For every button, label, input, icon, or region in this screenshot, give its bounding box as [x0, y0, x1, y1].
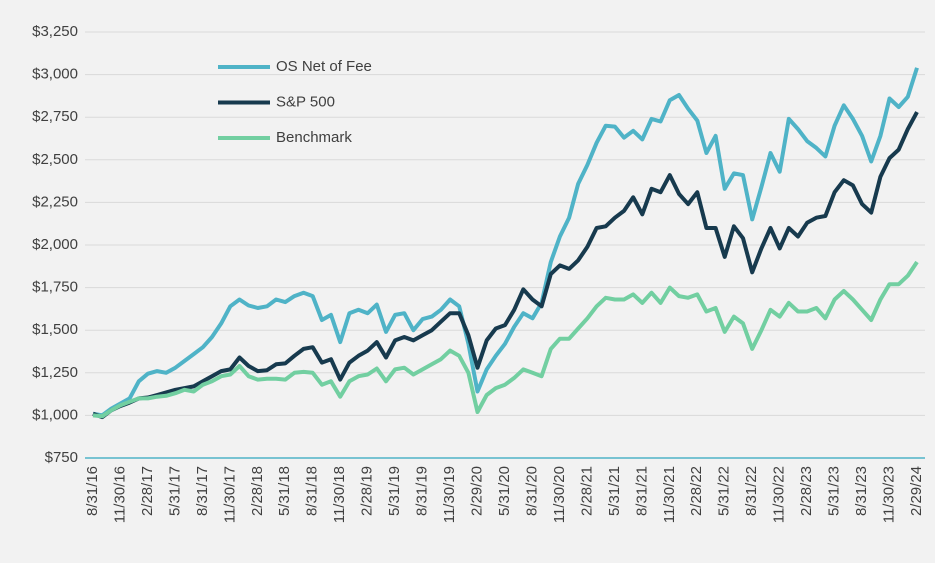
x-tick-label: 8/31/17	[194, 466, 211, 516]
x-tick-label: 2/28/22	[688, 466, 705, 516]
y-tick-label: $1,750	[32, 279, 78, 296]
x-tick-label: 2/29/20	[469, 466, 486, 516]
x-tick-label: 11/30/20	[551, 466, 568, 523]
x-tick-label: 8/31/21	[633, 466, 650, 516]
x-tick-label: 2/28/21	[578, 466, 595, 516]
x-tick-label: 11/30/22	[771, 466, 788, 523]
x-tick-label: 5/31/21	[606, 466, 623, 516]
x-tick-label: 11/30/21	[661, 466, 678, 523]
x-tick-label: 5/31/19	[386, 466, 403, 516]
x-tick-label: 8/31/16	[84, 466, 101, 516]
x-tick-label: 2/28/17	[139, 466, 156, 516]
x-tick-label: 11/30/16	[111, 466, 128, 523]
x-tick-label: 11/30/23	[881, 466, 898, 523]
y-tick-label: $2,500	[32, 151, 78, 168]
x-tick-label: 5/31/18	[276, 466, 293, 516]
series-line	[92, 111, 919, 420]
x-tick-label: 11/30/18	[331, 466, 348, 523]
x-tick-label: 2/28/19	[359, 466, 376, 516]
x-tick-label: 8/31/22	[743, 466, 760, 516]
x-tick-label: 11/30/19	[441, 466, 458, 523]
x-tick-label: 2/29/24	[908, 466, 925, 516]
legend-label: S&P 500	[276, 93, 335, 110]
x-tick-label: 2/28/18	[249, 466, 266, 516]
x-tick-label: 8/31/18	[304, 466, 321, 516]
x-tick-label: 5/31/20	[496, 466, 513, 516]
x-tick-label: 11/30/17	[221, 466, 238, 523]
legend-label: OS Net of Fee	[276, 58, 372, 75]
series-line	[92, 260, 919, 419]
y-tick-label: $2,750	[32, 108, 78, 125]
x-tick-label: 8/31/23	[853, 466, 870, 516]
series-line	[92, 67, 919, 418]
y-tick-label: $2,000	[32, 236, 78, 253]
x-tick-label: 5/31/22	[716, 466, 733, 516]
y-tick-label: $3,000	[32, 66, 78, 83]
y-tick-label: $1,000	[32, 406, 78, 423]
y-tick-label: $1,250	[32, 364, 78, 381]
y-tick-label: $2,250	[32, 193, 78, 210]
y-tick-label: $1,500	[32, 321, 78, 338]
x-tick-label: 5/31/17	[166, 466, 183, 516]
x-tick-label: 8/31/19	[414, 466, 431, 516]
x-tick-label: 5/31/23	[826, 466, 843, 516]
y-tick-label: $3,250	[32, 23, 78, 40]
y-tick-label: $750	[45, 449, 78, 466]
x-tick-label: 2/28/23	[798, 466, 815, 516]
x-tick-label: 8/31/20	[523, 466, 540, 516]
legend-label: Benchmark	[276, 129, 352, 146]
